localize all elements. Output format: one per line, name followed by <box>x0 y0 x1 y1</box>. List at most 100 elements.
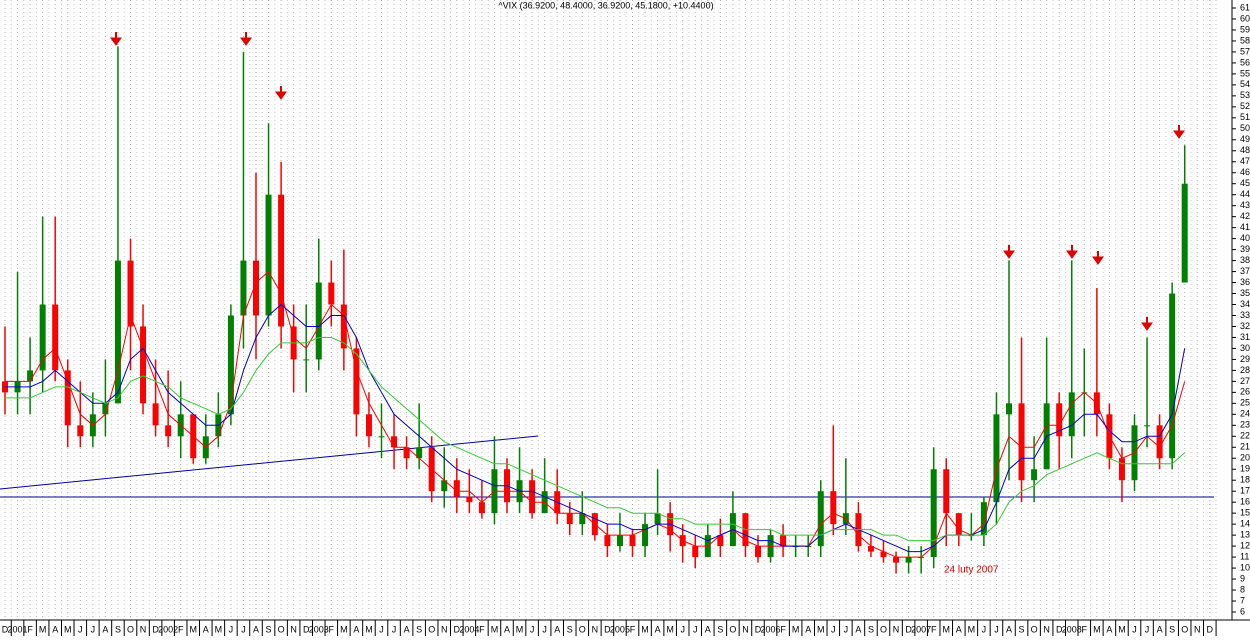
y-tick-label: 25 <box>1240 398 1250 408</box>
x-tick-label: N <box>1194 624 1201 634</box>
arrow <box>275 86 287 100</box>
x-tick-label: 2004 <box>459 624 479 634</box>
x-tick-label: F <box>1082 624 1088 634</box>
candle-body <box>340 304 347 349</box>
y-tick-label: 8 <box>1240 584 1245 594</box>
ma-line <box>5 337 1186 542</box>
y-tick-label: 23 <box>1240 420 1250 430</box>
x-tick-label: A <box>554 624 560 634</box>
arrows <box>110 32 1185 331</box>
candle-body <box>1169 293 1176 459</box>
arrow <box>1173 125 1185 139</box>
x-tick-label: 2005 <box>610 624 630 634</box>
x-tick-label: D <box>454 624 461 634</box>
x-tick-label: A <box>102 624 108 634</box>
x-tick-label: N <box>140 624 147 634</box>
y-tick-label: 12 <box>1240 540 1250 550</box>
x-tick-label: N <box>742 624 749 634</box>
candle-body <box>654 513 661 525</box>
candle-body <box>365 414 372 437</box>
candle-body <box>993 414 1000 503</box>
x-tick-label: A <box>253 624 259 634</box>
y-tick-label: 51 <box>1240 112 1250 122</box>
candle-body <box>616 535 623 547</box>
arrow <box>1141 317 1153 331</box>
candle-body <box>127 260 134 327</box>
y-tick-label: 43 <box>1240 200 1250 210</box>
candle-body <box>353 348 360 415</box>
y-tick-label: 35 <box>1240 288 1250 298</box>
candle-body <box>830 491 837 525</box>
x-tick-label: O <box>880 624 887 634</box>
x-tick-label: S <box>266 624 272 634</box>
y-tick-label: 44 <box>1240 189 1250 199</box>
x-tick-label: M <box>666 624 674 634</box>
candle-body <box>152 403 159 426</box>
candle-body <box>817 491 824 547</box>
x-tick-label: F <box>178 624 184 634</box>
y-tick-label: 41 <box>1240 222 1250 232</box>
y-tick-label: 32 <box>1240 321 1250 331</box>
y-tick-label: 6 <box>1240 606 1245 616</box>
x-tick-label: A <box>203 624 209 634</box>
y-tick-label: 55 <box>1240 68 1250 78</box>
x-tick-label: 2007 <box>911 624 931 634</box>
candle-body <box>968 535 975 537</box>
y-tick-label: 34 <box>1240 299 1250 309</box>
candle-body <box>453 480 460 497</box>
x-tick-label: F <box>27 624 33 634</box>
candle-body <box>1156 425 1163 459</box>
x-tick-label: A <box>655 624 661 634</box>
y-tick-label: 27 <box>1240 376 1250 386</box>
candle-body <box>1018 403 1025 481</box>
ma-line <box>5 303 1186 553</box>
x-tick-label: D <box>604 624 611 634</box>
x-tick-label: S <box>416 624 422 634</box>
x-tick-label: M <box>365 624 373 634</box>
x-tick-label: O <box>729 624 736 634</box>
y-tick-label: 59 <box>1240 24 1250 34</box>
x-tick-label: J <box>982 624 987 634</box>
y-tick-label: 17 <box>1240 486 1250 496</box>
x-tick-label: N <box>441 624 448 634</box>
y-tick-label: 48 <box>1240 145 1250 155</box>
x-tick-label: O <box>1031 624 1038 634</box>
candle-body <box>227 315 234 415</box>
y-tick-label: 46 <box>1240 167 1250 177</box>
candle-body <box>77 425 84 437</box>
y-tick-label: 15 <box>1240 508 1250 518</box>
y-tick-label: 52 <box>1240 101 1250 111</box>
x-tick-label: S <box>717 624 723 634</box>
candle-body <box>1006 403 1012 415</box>
x-tick-label: J <box>1145 624 1150 634</box>
x-tick-label: J <box>530 624 535 634</box>
x-tick-label: A <box>805 624 811 634</box>
y-tick-label: 20 <box>1240 453 1250 463</box>
x-tick-label: O <box>579 624 586 634</box>
x-tick-label: 2001 <box>8 624 28 634</box>
x-tick-label: J <box>379 624 384 634</box>
x-tick-label: J <box>680 624 685 634</box>
x-tick-label: J <box>844 624 849 634</box>
chart-title: ^VIX (36.9200, 48.4000, 36.9200, 45.1800… <box>498 0 713 10</box>
candle-body <box>579 513 586 525</box>
x-tick-label: M <box>792 624 800 634</box>
y-tick-label: 24 <box>1240 409 1250 419</box>
x-tick-label: M <box>491 624 499 634</box>
y-tick-label: 38 <box>1240 255 1250 265</box>
candle-body <box>1118 458 1125 481</box>
candle-body <box>303 359 310 361</box>
y-tick-label: 30 <box>1240 343 1250 353</box>
candle-body <box>64 370 71 426</box>
candle-body <box>1144 425 1151 427</box>
x-tick-label: J <box>78 624 83 634</box>
x-tick-label: A <box>1006 624 1012 634</box>
x-tick-label: 2003 <box>309 624 329 634</box>
candle-body <box>391 436 398 448</box>
x-tick-label: F <box>931 624 937 634</box>
x-tick-label: S <box>868 624 874 634</box>
trend-line <box>0 435 539 490</box>
candle-body <box>441 480 448 492</box>
x-tick-label: A <box>404 624 410 634</box>
